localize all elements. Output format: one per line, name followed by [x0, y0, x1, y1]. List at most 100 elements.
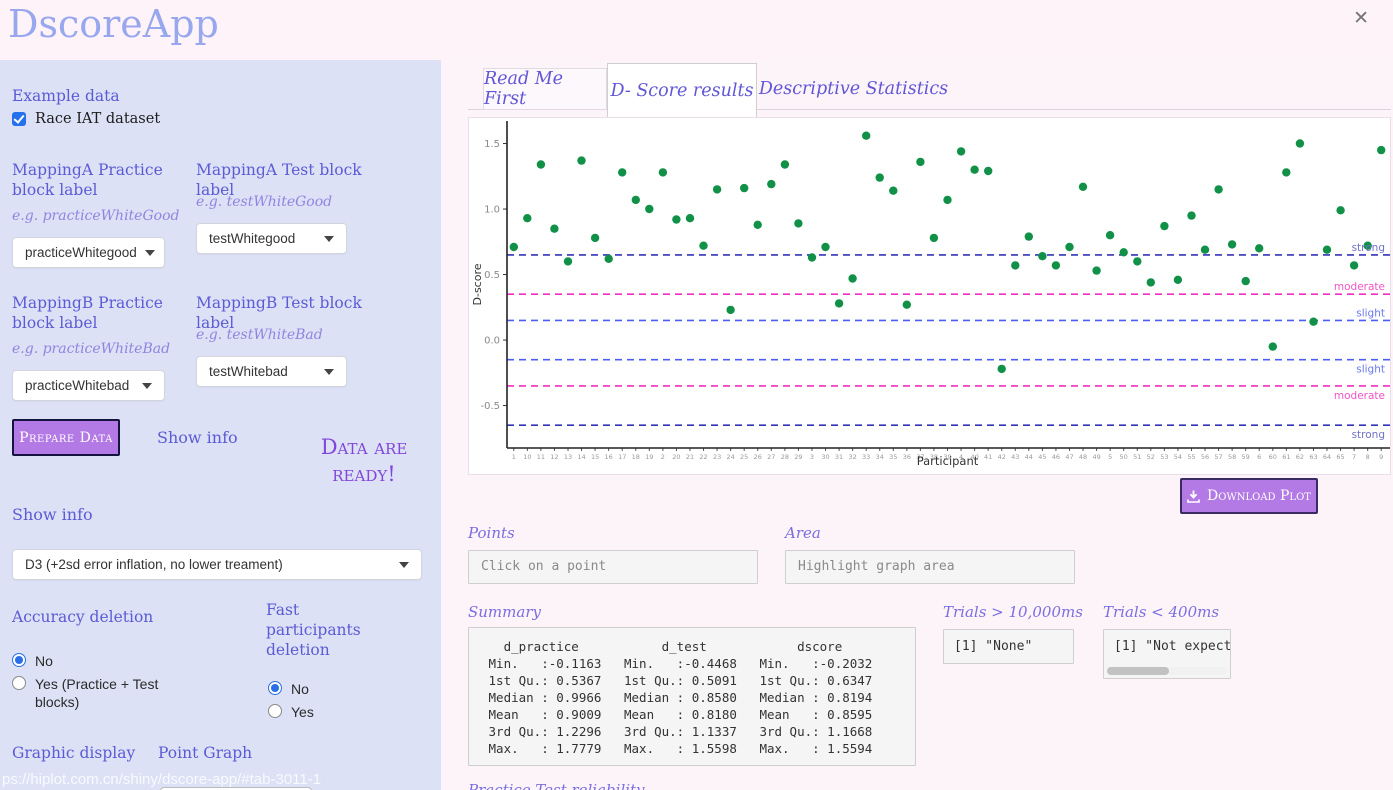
mapping-a-test-select-value: testWhitegood: [209, 231, 296, 246]
data-point[interactable]: [1322, 245, 1332, 254]
data-point[interactable]: [618, 168, 627, 177]
graph-type-select[interactable]: [160, 787, 312, 790]
radio-selected-icon[interactable]: [268, 681, 282, 695]
data-point[interactable]: [1336, 206, 1345, 215]
horizontal-scrollbar[interactable]: [1107, 667, 1227, 675]
data-point[interactable]: [753, 220, 762, 229]
data-point[interactable]: [889, 186, 898, 195]
data-point[interactable]: [1078, 182, 1088, 191]
show-info-link-bottom[interactable]: Show info: [12, 505, 93, 524]
data-point[interactable]: [943, 195, 952, 205]
data-point[interactable]: [536, 160, 546, 169]
fast-deletion-option-no[interactable]: No: [268, 680, 309, 698]
x-tick-label: 4: [959, 453, 963, 461]
accuracy-deletion-option-no[interactable]: No: [12, 652, 53, 670]
data-point[interactable]: [862, 131, 871, 140]
data-point[interactable]: [563, 257, 573, 266]
data-point[interactable]: [672, 215, 681, 224]
data-point[interactable]: [1173, 275, 1183, 284]
data-point[interactable]: [740, 183, 749, 193]
tab-descriptive-statistics[interactable]: Descriptive Statistics: [758, 79, 949, 99]
data-point[interactable]: [997, 364, 1006, 374]
data-point[interactable]: [509, 242, 518, 252]
data-point[interactable]: [1092, 266, 1101, 275]
data-point[interactable]: [1011, 261, 1020, 270]
x-tick-label: 22: [699, 453, 707, 461]
data-point[interactable]: [970, 165, 979, 174]
data-point[interactable]: [1377, 145, 1386, 155]
data-point[interactable]: [523, 214, 532, 223]
close-icon[interactable]: ✕: [1353, 8, 1369, 29]
data-point[interactable]: [1146, 278, 1155, 287]
show-info-link-top[interactable]: Show info: [157, 428, 238, 447]
data-point[interactable]: [604, 254, 613, 263]
data-point[interactable]: [1241, 276, 1250, 286]
data-point[interactable]: [1038, 252, 1047, 261]
data-point[interactable]: [631, 195, 640, 205]
checkbox-checked-icon[interactable]: [12, 112, 26, 126]
data-point[interactable]: [929, 233, 939, 243]
data-point[interactable]: [1295, 139, 1305, 148]
race-iat-checkbox-row[interactable]: Race IAT dataset: [12, 111, 160, 127]
data-point[interactable]: [780, 160, 790, 169]
prepare-data-button[interactable]: Prepare Data: [12, 419, 120, 456]
mapping-a-practice-select[interactable]: practiceWhitegood: [12, 237, 165, 268]
data-point[interactable]: [645, 204, 654, 214]
x-tick-label: 60: [1269, 453, 1277, 461]
radio-unselected-icon[interactable]: [268, 704, 282, 718]
data-point[interactable]: [1200, 245, 1210, 254]
data-point[interactable]: [1349, 261, 1359, 270]
x-tick-label: 13: [564, 453, 572, 461]
data-point[interactable]: [577, 156, 586, 165]
data-point[interactable]: [726, 305, 735, 315]
mapping-b-practice-heading: MappingB Practice block label: [12, 294, 163, 332]
mapping-b-practice-select[interactable]: practiceWhitebad: [12, 370, 165, 401]
data-point[interactable]: [1065, 242, 1074, 252]
data-point[interactable]: [1133, 257, 1142, 266]
data-point[interactable]: [658, 168, 668, 177]
data-point[interactable]: [1227, 240, 1237, 249]
data-point[interactable]: [984, 166, 993, 176]
x-tick-label: 47: [1065, 453, 1073, 461]
data-point[interactable]: [956, 147, 966, 156]
mapping-b-test-select[interactable]: testWhitebad: [196, 356, 347, 387]
data-point[interactable]: [1282, 168, 1291, 177]
data-point[interactable]: [685, 214, 695, 223]
data-point[interactable]: [848, 274, 857, 283]
data-point[interactable]: [1024, 232, 1033, 241]
data-point[interactable]: [550, 224, 559, 233]
data-point[interactable]: [1255, 244, 1264, 253]
data-point[interactable]: [1268, 342, 1277, 351]
accuracy-deletion-option-yes[interactable]: Yes (Practice + Test blocks): [12, 675, 172, 711]
data-point[interactable]: [699, 241, 708, 250]
data-point[interactable]: [1309, 317, 1318, 326]
dscore-algorithm-select[interactable]: D3 (+2sd error inflation, no lower tream…: [12, 549, 422, 580]
radio-unselected-icon[interactable]: [12, 676, 26, 690]
data-point[interactable]: [821, 242, 830, 252]
data-point[interactable]: [590, 233, 600, 243]
radio-selected-icon[interactable]: [12, 653, 26, 667]
data-point[interactable]: [1160, 221, 1169, 231]
data-point[interactable]: [1119, 248, 1128, 257]
tab-read-me-first[interactable]: Read Me First: [483, 68, 607, 110]
data-point[interactable]: [834, 299, 844, 308]
data-point[interactable]: [767, 179, 776, 189]
tab-dscore-results[interactable]: D- Score results: [607, 63, 757, 117]
data-point[interactable]: [902, 300, 911, 309]
data-point[interactable]: [1187, 211, 1196, 220]
data-point[interactable]: [794, 219, 803, 228]
data-point[interactable]: [916, 157, 925, 167]
fast-deletion-option-yes[interactable]: Yes: [268, 703, 314, 721]
x-tick-label: 59: [1242, 453, 1250, 461]
data-point[interactable]: [1051, 261, 1061, 270]
mapping-a-test-select[interactable]: testWhitegood: [196, 223, 347, 254]
data-point[interactable]: [1214, 185, 1223, 194]
data-point[interactable]: [807, 253, 817, 262]
data-point[interactable]: [1363, 241, 1372, 250]
data-point[interactable]: [1105, 231, 1115, 240]
dscore-scatter-plot[interactable]: strong moderate slight slight moderate strong…: [469, 118, 1390, 474]
data-point[interactable]: [875, 173, 884, 182]
download-plot-button[interactable]: Download Plot: [1180, 478, 1318, 514]
scrollbar-thumb[interactable]: [1107, 667, 1169, 675]
data-point[interactable]: [712, 185, 722, 194]
